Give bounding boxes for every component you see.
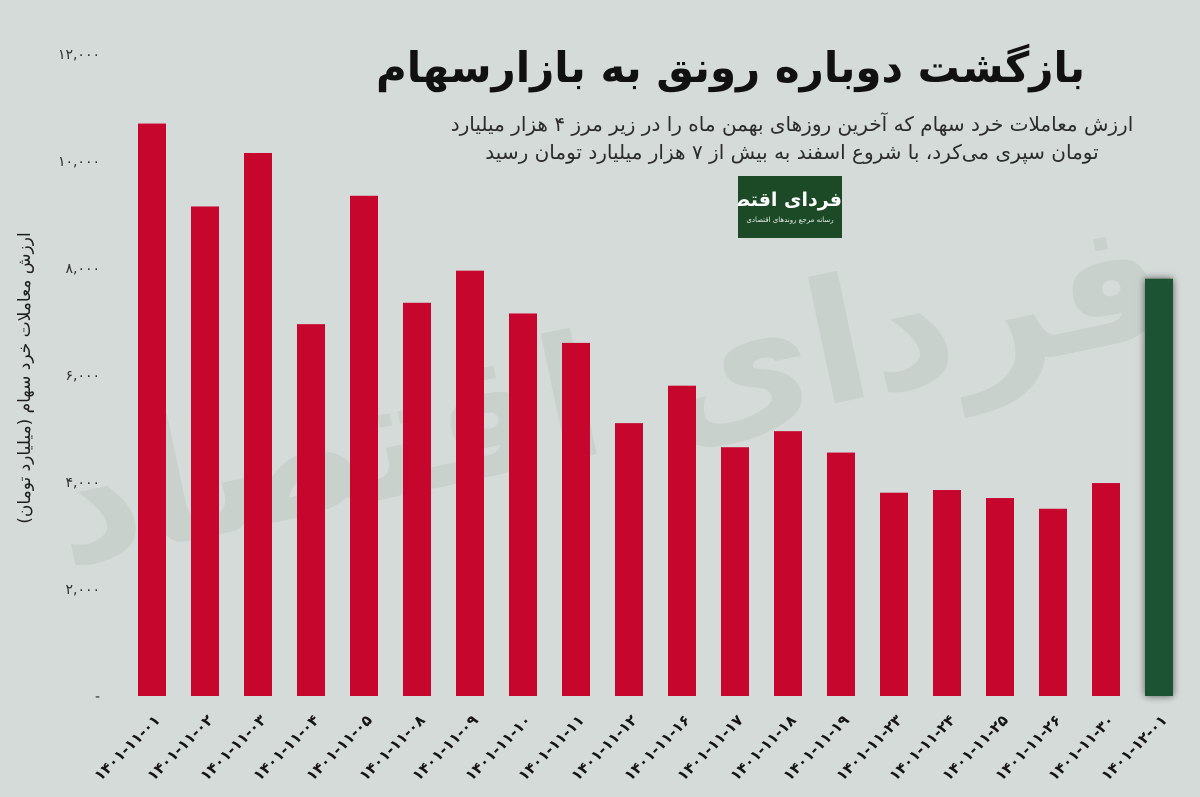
subtitle-line: تومان سپری می‌کرد، با شروع اسفند به بیش … xyxy=(485,140,1099,164)
bar-8 xyxy=(509,313,537,696)
bar-3 xyxy=(244,152,272,697)
y-tick-label: ۱۲,۰۰۰ xyxy=(58,47,100,63)
bars xyxy=(138,123,1173,697)
bar-18 xyxy=(1039,508,1067,696)
y-tick-label: - xyxy=(95,689,100,705)
bar-2 xyxy=(191,206,219,696)
y-axis-ticks: ۱۲,۰۰۰ ۱۰,۰۰۰ ۸,۰۰۰ ۶,۰۰۰ ۴,۰۰۰ ۲,۰۰۰ - xyxy=(58,47,100,705)
bar-12 xyxy=(721,447,749,696)
chart-title: بازگشت دوباره رونق به بازارسهام xyxy=(375,43,1085,92)
bar-4 xyxy=(297,324,325,696)
y-tick-label: ۱۰,۰۰۰ xyxy=(58,154,100,170)
bar-10 xyxy=(615,423,643,696)
subtitle-line: ارزش معاملات خرد سهام که آخرین روزهای به… xyxy=(450,112,1134,136)
bar-16 xyxy=(933,490,961,696)
brand-logo: فردای اقتصاد رسانه مرجع روندهای اقتصادی xyxy=(738,176,842,238)
bar-20 xyxy=(1145,278,1173,696)
chart-subtitle: ارزش معاملات خرد سهام که آخرین روزهای به… xyxy=(392,110,1192,166)
bar-13 xyxy=(774,431,802,696)
brand-tagline: رسانه مرجع روندهای اقتصادی xyxy=(746,216,834,224)
bar-19 xyxy=(1092,483,1120,696)
bar-11 xyxy=(668,385,696,696)
bar-17 xyxy=(986,498,1014,696)
bar-5 xyxy=(350,195,378,696)
bar-7 xyxy=(456,270,484,696)
y-tick-label: ۶,۰۰۰ xyxy=(65,368,100,384)
y-tick-label: ۴,۰۰۰ xyxy=(65,475,100,491)
y-tick-label: ۲,۰۰۰ xyxy=(65,582,100,598)
brand-name: فردای اقتصاد xyxy=(738,189,842,211)
bar-9 xyxy=(562,342,590,696)
bar-1 xyxy=(138,123,166,697)
x-axis-labels: ۱۴۰۱-۱۱-۰۱۱۴۰۱-۱۱-۰۲۱۴۰۱-۱۱-۰۳۱۴۰۱-۱۱-۰۴… xyxy=(90,711,1170,784)
y-axis-title: ارزش معاملات خرد سهام (میلیارد تومان) xyxy=(15,232,35,523)
bar-6 xyxy=(403,302,431,696)
y-tick-label: ۸,۰۰۰ xyxy=(65,261,100,277)
bar-15 xyxy=(880,492,908,696)
bar-14 xyxy=(827,452,855,696)
